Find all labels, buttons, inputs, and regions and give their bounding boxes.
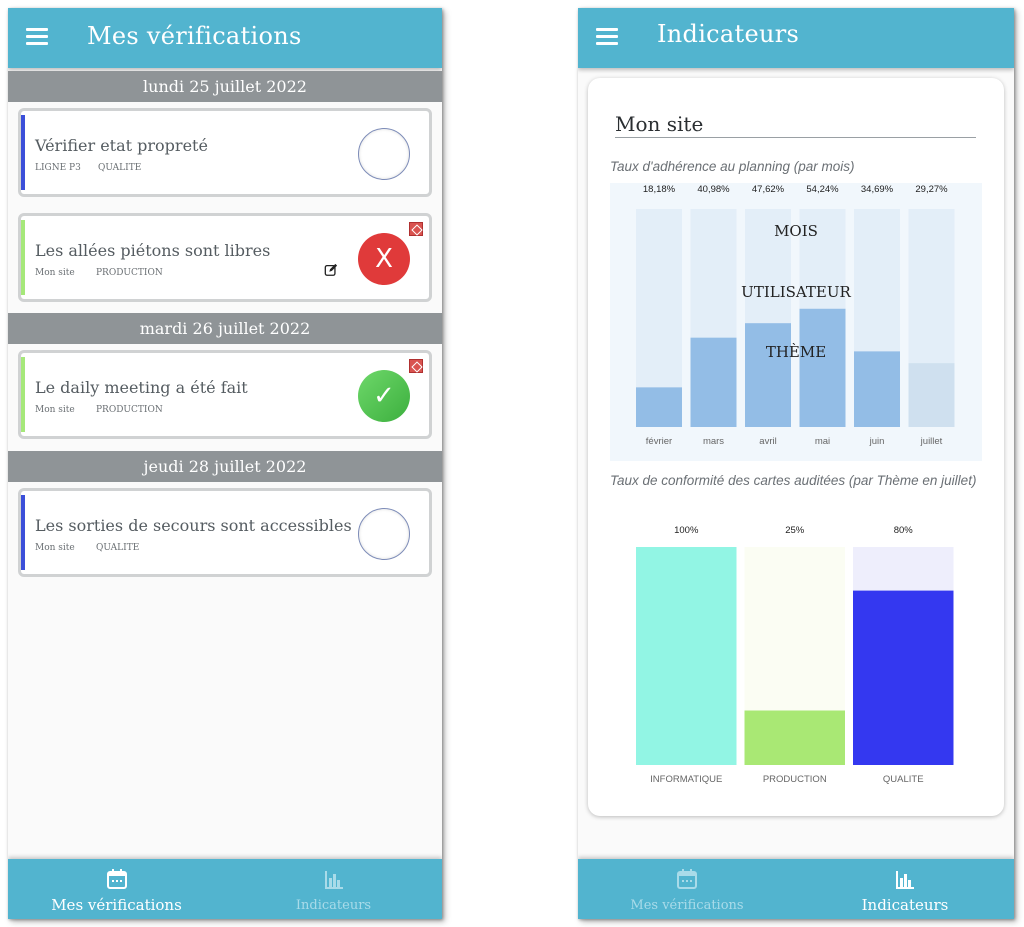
card-theme: PRODUCTION [96, 268, 163, 278]
card-accent-bar [21, 220, 25, 295]
x-tick-label: février [646, 436, 672, 447]
status-pending-button[interactable] [358, 508, 410, 560]
value-label: 25% [785, 525, 805, 536]
card-title: Les allées piétons sont libres [35, 241, 271, 260]
bar-qualite [853, 590, 954, 765]
x-tick-label: mars [703, 436, 724, 447]
card-title: Les sorties de secours sont accessibles [35, 516, 352, 535]
bar-mars [690, 337, 737, 427]
value-label: 47,62% [752, 184, 785, 195]
card-accent-bar [21, 115, 25, 190]
bar-chart-icon [324, 871, 343, 889]
card-site: Mon site [35, 543, 75, 553]
value-label: 80% [894, 525, 914, 536]
nav-indicators[interactable]: Indicateurs [796, 859, 1014, 919]
app-bar: Indicateurs [578, 8, 1014, 68]
card-theme: PRODUCTION [96, 405, 163, 415]
card-site: Mon site [35, 405, 75, 415]
bottom-navigation: Mes vérifications Indicateurs [8, 859, 442, 919]
nav-indicators[interactable]: Indicateurs [225, 859, 442, 919]
bar-juin [854, 351, 900, 427]
bar-informatique [636, 547, 737, 765]
grouping-option-0[interactable]: MOIS [774, 222, 818, 240]
sync-badge-icon [409, 359, 423, 373]
card-site: Mon site [35, 268, 75, 278]
nav-indicators-label: Indicateurs [861, 896, 949, 914]
verification-card[interactable]: Les allées piétons sont libres Mon site … [18, 213, 432, 302]
nav-verifications-label: Mes vérifications [630, 898, 744, 913]
site-underline [615, 137, 976, 138]
chart-title-conformity: Taux de conformité des cartes auditées (… [610, 473, 977, 488]
x-tick-label: juin [869, 436, 885, 447]
value-label: 29,27% [915, 184, 948, 195]
value-label: 54,24% [806, 184, 839, 195]
card-accent-bar [21, 495, 25, 570]
app-bar: Mes vérifications [8, 8, 442, 68]
card-accent-bar [21, 357, 25, 432]
indicators-screen: Indicateurs Mon site Taux d'adhérence au… [578, 8, 1014, 919]
bar-avril [745, 323, 791, 427]
nav-verifications[interactable]: Mes vérifications [578, 859, 796, 919]
calendar-icon [106, 869, 127, 889]
chart-title-adherence: Taux d'adhérence au planning (par mois) [610, 159, 855, 174]
bar-chart-icon [896, 871, 914, 889]
x-tick-label: QUALITE [883, 774, 924, 785]
page-title: Indicateurs [657, 20, 800, 48]
page-title: Mes vérifications [87, 22, 302, 50]
bar-production [744, 710, 845, 765]
x-tick-label: mai [815, 436, 830, 447]
x-tick-label: INFORMATIQUE [650, 774, 722, 785]
x-tick-label: PRODUCTION [763, 774, 827, 785]
verifications-screen: Mes vérifications lundi 25 juillet 2022 … [8, 8, 442, 919]
bar-février [636, 387, 682, 427]
x-tick-label: avril [759, 436, 776, 447]
verification-card[interactable]: Vérifier etat propreté LIGNE P3 QUALITE [18, 108, 432, 197]
date-header: lundi 25 juillet 2022 [8, 71, 442, 102]
value-label: 40,98% [697, 184, 730, 195]
sync-badge-icon [409, 222, 423, 236]
nav-verifications[interactable]: Mes vérifications [8, 859, 225, 919]
grouping-option-1[interactable]: UTILISATEUR [741, 283, 851, 301]
card-title: Le daily meeting a été fait [35, 378, 248, 397]
bar-mai [799, 308, 846, 427]
x-tick-label: juillet [920, 436, 943, 447]
hamburger-menu-icon[interactable] [26, 28, 48, 46]
edit-icon[interactable] [324, 263, 338, 277]
nav-indicators-label: Indicateurs [295, 898, 372, 913]
adherence-bar-chart: 18,18% février 40,98% mars 47,62% avril 54,24%… [610, 183, 982, 461]
verification-card[interactable]: Le daily meeting a été fait Mon site PRO… [18, 350, 432, 439]
site-title[interactable]: Mon site [615, 112, 704, 136]
status-passed-button[interactable]: ✓ [358, 370, 410, 422]
card-theme: QUALITE [98, 163, 142, 173]
grouping-option-2[interactable]: THÈME [766, 343, 826, 361]
hamburger-menu-icon[interactable] [596, 28, 618, 46]
nav-verifications-label: Mes vérifications [51, 896, 182, 914]
card-site: LIGNE P3 [35, 163, 81, 173]
bar-juillet [908, 363, 955, 427]
verification-card[interactable]: Les sorties de secours sont accessibles … [18, 488, 432, 577]
status-failed-button[interactable]: X [358, 233, 410, 285]
conformity-bar-chart: 100% INFORMATIQUE 25% PRODUCTION 80% QUALITE [636, 525, 954, 785]
bottom-navigation: Mes vérifications Indicateurs [578, 859, 1014, 919]
card-title: Vérifier etat propreté [35, 136, 208, 155]
date-header: jeudi 28 juillet 2022 [8, 451, 442, 482]
value-label: 34,69% [861, 184, 894, 195]
status-pending-button[interactable] [358, 128, 410, 180]
date-header: mardi 26 juillet 2022 [8, 313, 442, 344]
value-label: 100% [674, 525, 699, 536]
card-theme: QUALITE [96, 543, 140, 553]
calendar-icon [677, 869, 697, 889]
value-label: 18,18% [643, 184, 676, 195]
